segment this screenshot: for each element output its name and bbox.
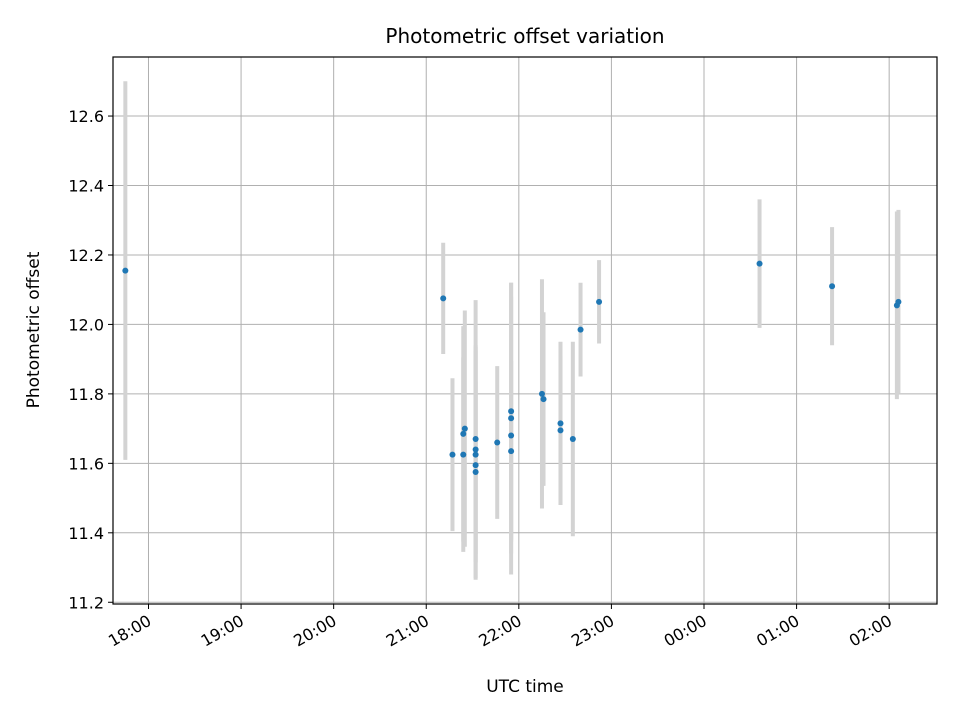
data-point [508, 408, 515, 415]
data-point [569, 436, 576, 443]
plot-frame [112, 56, 938, 605]
data-point [440, 295, 447, 302]
y-tick-label: 12.6 [68, 107, 104, 126]
data-point [596, 298, 603, 305]
data-point [557, 427, 564, 434]
data-point [577, 326, 584, 333]
y-tick-label: 11.6 [68, 454, 104, 473]
y-tick-label: 12.2 [68, 246, 104, 265]
data-point [508, 448, 515, 455]
data-point [895, 298, 902, 305]
x-tick-label: 20:00 [290, 611, 339, 651]
x-tick-label: 23:00 [568, 611, 617, 651]
data-point [461, 425, 468, 432]
x-tick-label: 00:00 [661, 611, 710, 651]
data-point [472, 436, 479, 443]
x-tick-label: 18:00 [105, 611, 154, 651]
data-point [472, 462, 479, 469]
y-tick-label: 12.4 [68, 177, 104, 196]
y-tick-label: 11.4 [68, 524, 104, 543]
x-tick-label: 19:00 [198, 611, 247, 651]
data-point [829, 283, 836, 290]
data-point [460, 451, 467, 458]
y-tick-label: 12.0 [68, 315, 104, 334]
data-point [449, 451, 456, 458]
y-tick-label: 11.8 [68, 385, 104, 404]
data-point [508, 415, 515, 422]
data-points [122, 260, 902, 476]
y-tick-label: 11.2 [68, 593, 104, 612]
chart-title: Photometric offset variation [385, 24, 664, 48]
data-point [538, 390, 545, 397]
data-point [756, 260, 763, 267]
x-tick-label: 01:00 [753, 611, 802, 651]
data-point [460, 430, 467, 437]
x-tick-label: 02:00 [846, 611, 895, 651]
x-axis-label: UTC time [486, 677, 564, 697]
data-point [494, 439, 501, 446]
data-point [122, 267, 129, 274]
data-point [557, 420, 564, 427]
tick-labels: 18:00 19:00 20:00 21:00 22:00 23:00 00:00 01:00… [68, 107, 895, 650]
axis-ticks [108, 115, 890, 609]
y-axis-label: Photometric offset [24, 251, 44, 408]
data-point [472, 469, 479, 476]
data-point [472, 446, 479, 453]
data-point [508, 432, 515, 439]
grid-lines [113, 57, 937, 604]
data-point [472, 451, 479, 458]
x-tick-label: 22:00 [475, 611, 524, 651]
data-point [540, 396, 547, 403]
x-tick-label: 21:00 [383, 611, 432, 651]
